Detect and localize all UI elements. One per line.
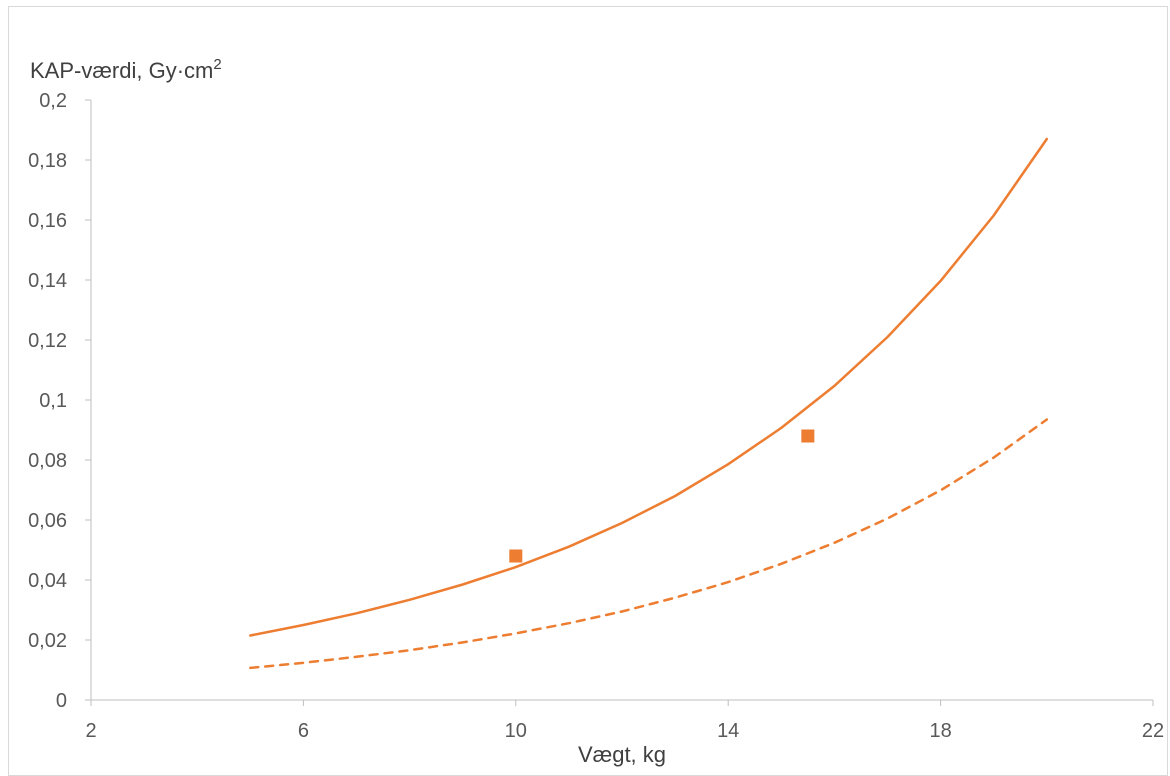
y-axis-title-superscript: 2 [213, 56, 221, 73]
axes [85, 99, 1154, 706]
series-layer [249, 137, 1049, 670]
y-tick-label: 0,16 [28, 210, 67, 232]
y-tick-label: 0,06 [28, 510, 67, 532]
y-tick-label: 0 [56, 690, 67, 712]
y-tick-label: 0,02 [28, 630, 67, 652]
x-tick-label: 18 [929, 720, 951, 742]
y-axis-title-text: KAP-værdi, Gy·cm [30, 58, 213, 83]
x-tick-label: 14 [717, 720, 739, 742]
series-line-solid [249, 137, 1049, 637]
chart-frame [8, 6, 1168, 776]
y-tick-label: 0,12 [28, 330, 67, 352]
y-axis-title: KAP-værdi, Gy·cm2 [30, 56, 222, 83]
series-line-dashed [249, 418, 1049, 670]
tick-labels: 0 0,02 0,04 0,06 0,08 0,1 0,12 0,14 0,16 0,18 0,2 2… [28, 90, 1164, 742]
x-tick-label: 6 [298, 720, 309, 742]
y-tick-label: 0,14 [28, 270, 67, 292]
series-marker [801, 429, 815, 443]
y-tick-label: 0,18 [28, 150, 67, 172]
x-axis-title: Vægt, kg [578, 742, 666, 767]
series-marker [509, 549, 523, 563]
x-tick-label: 22 [1142, 720, 1164, 742]
x-tick-label: 10 [505, 720, 527, 742]
y-tick-label: 0,04 [28, 570, 67, 592]
y-tick-label: 0,1 [39, 390, 67, 412]
y-tick-label: 0,2 [39, 90, 67, 112]
x-tick-label: 2 [85, 720, 96, 742]
y-tick-label: 0,08 [28, 450, 67, 472]
